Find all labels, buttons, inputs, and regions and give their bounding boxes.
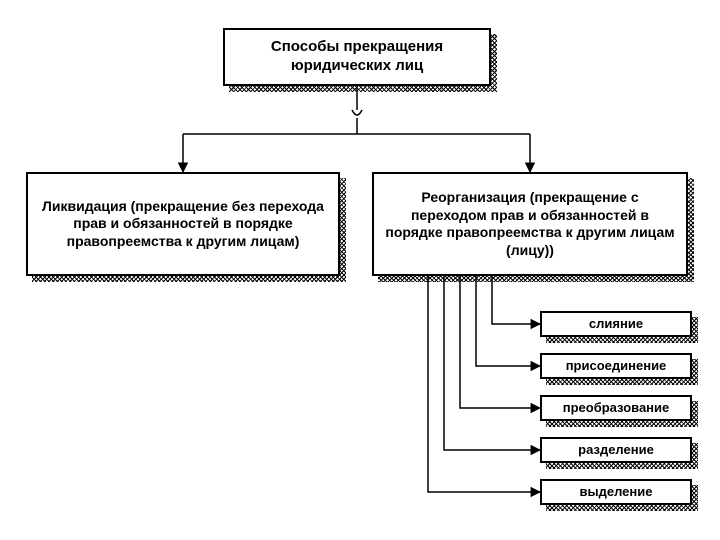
c1-label: слияние [589, 316, 643, 332]
c5-label: выделение [580, 484, 653, 500]
right-label: Реорганизация (прекращение с переходом п… [382, 189, 678, 259]
left-box: Ликвидация (прекращение без перехода пра… [26, 172, 340, 276]
c3-box: преобразование [540, 395, 692, 421]
left-label: Ликвидация (прекращение без перехода пра… [36, 198, 330, 251]
root-label: Способы прекращения юридических лиц [233, 38, 481, 76]
right-box: Реорганизация (прекращение с переходом п… [372, 172, 688, 276]
c3-label: преобразование [563, 400, 670, 416]
c5-box: выделение [540, 479, 692, 505]
c2-box: присоединение [540, 353, 692, 379]
root-box: Способы прекращения юридических лиц [223, 28, 491, 86]
c4-label: разделение [578, 442, 654, 458]
c1-box: слияние [540, 311, 692, 337]
c2-label: присоединение [566, 358, 667, 374]
c4-box: разделение [540, 437, 692, 463]
